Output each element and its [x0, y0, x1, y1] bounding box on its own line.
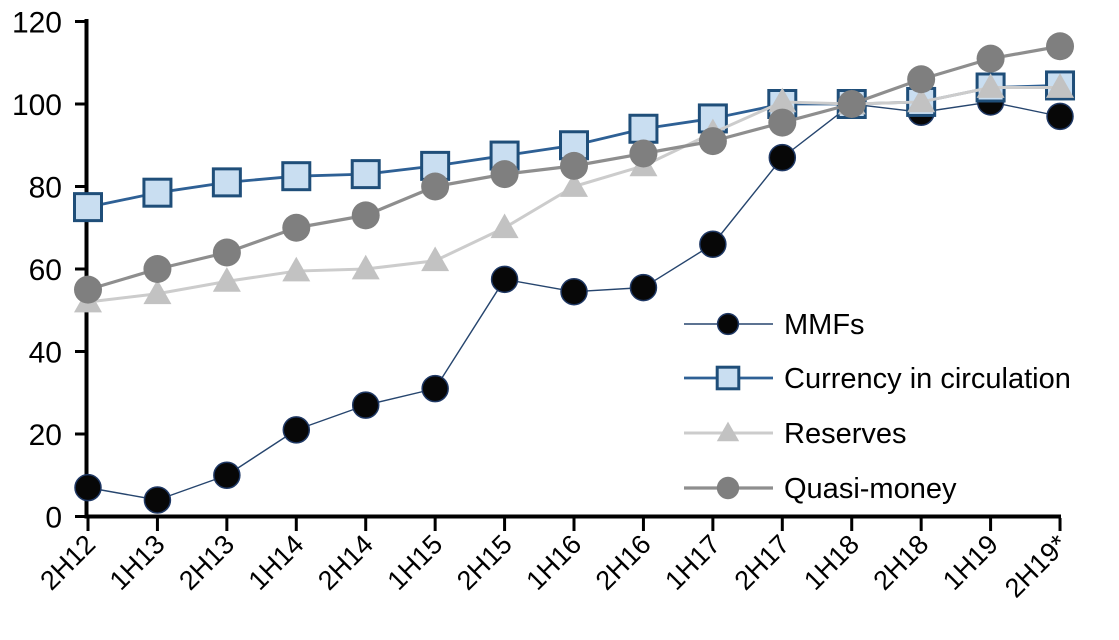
y-axis-tick-label: 120	[12, 7, 62, 40]
legend-item-currency-in-circulation: Currency in circulation	[684, 363, 1071, 395]
x-axis-tick-label: 2H13	[173, 529, 240, 596]
x-axis-tick-label: 1H18	[798, 529, 865, 596]
marker-reserves	[560, 172, 589, 197]
marker-reserves	[421, 246, 450, 272]
marker-mmfs	[351, 391, 380, 419]
marker-mmfs	[629, 273, 658, 302]
marker-mmfs	[560, 277, 588, 306]
legend: MMFs Currency in circulation Reserves Quasi…	[684, 309, 1071, 505]
marker-mmfs	[213, 461, 241, 489]
marker-mmfs	[1046, 102, 1074, 131]
marker-reserves	[1046, 73, 1075, 98]
legend-marker-mmfs	[716, 312, 740, 336]
x-axis-tick-label: 2H16	[590, 529, 657, 596]
legend-marker-reserves	[716, 421, 740, 442]
marker-currency-in-circulation	[350, 159, 381, 190]
y-axis-tick-label: 20	[29, 419, 62, 452]
x-axis-tick-label: 1H15	[382, 529, 449, 596]
marker-mmfs	[768, 143, 797, 172]
legend-label-reserves: Reserves	[784, 418, 907, 450]
marker-reserves	[768, 87, 797, 113]
marker-mmfs	[282, 416, 311, 444]
marker-quasi-money	[421, 172, 450, 201]
marker-mmfs	[74, 473, 102, 502]
y-axis-tick-label: 40	[29, 337, 62, 370]
y-axis-tick-label: 0	[45, 502, 62, 535]
marker-quasi-money	[282, 213, 311, 242]
marker-quasi-money	[143, 255, 172, 283]
marker-quasi-money	[351, 201, 380, 230]
marker-mmfs	[699, 230, 727, 258]
marker-mmfs	[421, 374, 449, 403]
x-axis-tick-label: 1H19	[937, 529, 1004, 596]
x-axis-tick-label: 2H15	[451, 529, 518, 596]
x-axis-tick-label: 2H14	[312, 529, 379, 596]
legend-item-reserves: Reserves	[684, 418, 907, 450]
x-axis-tick-label: 1H13	[104, 529, 171, 596]
legend-item-mmfs: MMFs	[684, 309, 865, 341]
marker-quasi-money	[629, 139, 658, 168]
x-axis-tick-label: 1H17	[659, 529, 726, 596]
y-axis-tick-label: 80	[29, 172, 62, 205]
marker-quasi-money	[907, 65, 936, 94]
marker-quasi-money	[490, 160, 519, 189]
marker-quasi-money	[560, 151, 589, 180]
x-axis-tick-label: 2H19*	[999, 529, 1074, 604]
marker-reserves	[212, 267, 241, 292]
marker-currency-in-circulation	[628, 113, 659, 144]
marker-reserves	[351, 254, 380, 280]
y-axis-tick-label: 60	[29, 254, 62, 287]
x-axis-tick-label: 2H18	[868, 529, 935, 596]
series-mmfs	[74, 88, 1074, 514]
legend-label-mmfs: MMFs	[784, 309, 865, 341]
legend-marker-quasi-money	[716, 476, 740, 500]
marker-quasi-money	[976, 44, 1005, 73]
marker-currency-in-circulation	[73, 192, 103, 223]
legend-label-quasi-money: Quasi-money	[784, 473, 957, 505]
marker-currency-in-circulation	[211, 167, 242, 198]
marker-mmfs	[143, 486, 172, 514]
marker-quasi-money	[698, 127, 727, 156]
series-quasi-money	[74, 32, 1075, 304]
marker-reserves	[976, 73, 1005, 98]
marker-mmfs	[490, 265, 519, 294]
x-axis-tick-label: 1H14	[243, 529, 310, 596]
legend-label-currency-in-circulation: Currency in circulation	[784, 363, 1071, 395]
legend-item-quasi-money: Quasi-money	[684, 473, 957, 505]
marker-quasi-money	[1046, 32, 1075, 61]
x-axis-tick-label: 2H12	[34, 529, 101, 596]
marker-reserves	[490, 213, 519, 239]
x-axis-tick-label: 2H17	[729, 529, 796, 596]
y-axis-tick-label: 100	[12, 89, 62, 122]
marker-currency-in-circulation	[281, 161, 312, 192]
x-axis-tick-label: 1H16	[520, 529, 587, 596]
marker-quasi-money	[768, 108, 797, 137]
marker-quasi-money	[837, 90, 866, 118]
marker-reserves	[282, 256, 311, 282]
marker-reserves	[907, 87, 936, 113]
marker-reserves	[143, 279, 172, 305]
marker-quasi-money	[74, 275, 102, 304]
marker-currency-in-circulation	[142, 177, 173, 208]
marker-quasi-money	[212, 238, 241, 267]
legend-marker-currency-in-circulation	[715, 365, 741, 391]
